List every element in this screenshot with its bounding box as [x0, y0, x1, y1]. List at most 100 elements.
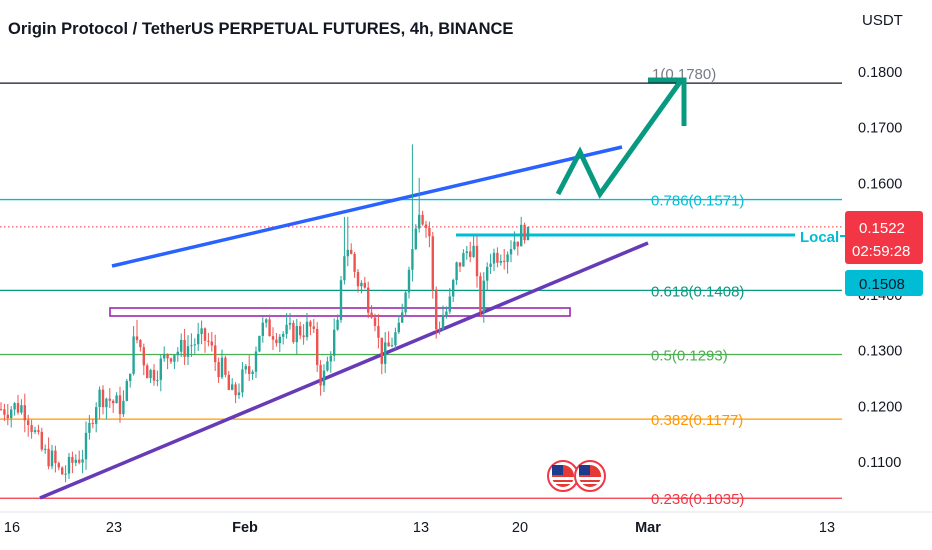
candle: [0, 402, 3, 411]
candle: [489, 253, 492, 274]
candle: [516, 241, 519, 256]
candle: [105, 397, 108, 420]
candle: [475, 236, 479, 288]
candle: [37, 424, 40, 435]
candle: [234, 382, 237, 404]
candle: [370, 305, 373, 319]
candle-body: [13, 403, 16, 410]
candle: [421, 210, 424, 226]
candle-body: [472, 245, 475, 257]
candle: [343, 216, 346, 285]
candle-body: [404, 292, 407, 313]
candle: [353, 251, 356, 278]
candle: [486, 262, 489, 291]
candle: [448, 287, 451, 315]
candle-body: [251, 371, 254, 374]
candle-body: [231, 384, 234, 390]
candle: [40, 427, 43, 452]
candle-body: [30, 425, 33, 432]
candle-body: [309, 321, 312, 327]
candle-body: [506, 254, 509, 262]
candle: [54, 445, 57, 473]
candle: [135, 319, 139, 344]
price-tick-label: 0.1300: [858, 344, 902, 360]
candle: [309, 320, 312, 336]
candle-body: [475, 245, 479, 277]
candle: [88, 415, 91, 440]
candle: [183, 328, 186, 365]
candle: [173, 354, 176, 370]
candle-body: [81, 459, 84, 463]
candle: [285, 313, 288, 339]
candle-body: [438, 329, 441, 331]
candle: [261, 317, 264, 343]
fib-label-0_618: 0.618(0.1408): [651, 283, 744, 300]
candle-body: [203, 328, 207, 341]
candle: [180, 333, 183, 357]
candle-body: [455, 262, 458, 281]
candle-body: [295, 326, 298, 343]
candle: [479, 272, 482, 317]
candle-body: [329, 355, 332, 362]
candle-body: [227, 374, 230, 390]
candle-body: [424, 224, 428, 228]
candle-body: [142, 347, 145, 366]
fib-label-0_786: 0.786(0.1571): [651, 193, 744, 210]
candle: [214, 334, 217, 371]
candle-body: [312, 326, 315, 329]
candle-body: [520, 224, 523, 247]
candle-body: [363, 282, 366, 288]
candle-body: [367, 287, 370, 313]
candle-body: [152, 369, 156, 381]
candle: [401, 303, 404, 323]
candle: [176, 347, 179, 362]
candle-body: [285, 324, 288, 334]
candle: [275, 333, 278, 347]
candle: [30, 419, 33, 439]
candle-body: [343, 256, 346, 281]
candle: [67, 453, 71, 479]
flag-stripe: [579, 477, 601, 480]
candle: [411, 144, 414, 282]
candle-body: [261, 322, 264, 336]
candle-body: [33, 430, 37, 432]
candle-body: [217, 362, 220, 378]
candle-body: [503, 260, 506, 262]
projection-arrow-head: [648, 77, 687, 126]
candle: [526, 226, 530, 241]
candle: [377, 314, 380, 349]
candle: [278, 333, 281, 353]
candle-body: [390, 345, 394, 347]
candle: [3, 403, 6, 421]
candlesticks: [0, 144, 530, 483]
candle: [200, 320, 203, 345]
candle: [482, 272, 485, 323]
flag-canton: [579, 465, 590, 475]
candle: [231, 378, 234, 391]
candle: [282, 331, 285, 345]
candle-body: [27, 420, 30, 426]
candle: [373, 313, 377, 332]
candle: [156, 370, 159, 387]
candle-body: [67, 456, 71, 474]
candle: [305, 313, 309, 341]
time-tick-label: 16: [4, 520, 20, 536]
candle-body: [180, 339, 183, 352]
candle-body: [61, 467, 64, 475]
candle-body: [526, 226, 530, 241]
us-flag-icon: [547, 460, 579, 492]
candle: [84, 421, 88, 470]
candle-body: [486, 266, 489, 281]
candle: [441, 305, 445, 331]
candle-body: [210, 341, 213, 346]
candle-body: [299, 326, 302, 336]
candle-body: [258, 335, 261, 352]
candle: [492, 248, 496, 272]
candle-body: [84, 432, 88, 460]
candle: [74, 454, 77, 467]
candle-body: [159, 358, 162, 380]
candle: [6, 403, 9, 426]
candle: [295, 318, 298, 354]
